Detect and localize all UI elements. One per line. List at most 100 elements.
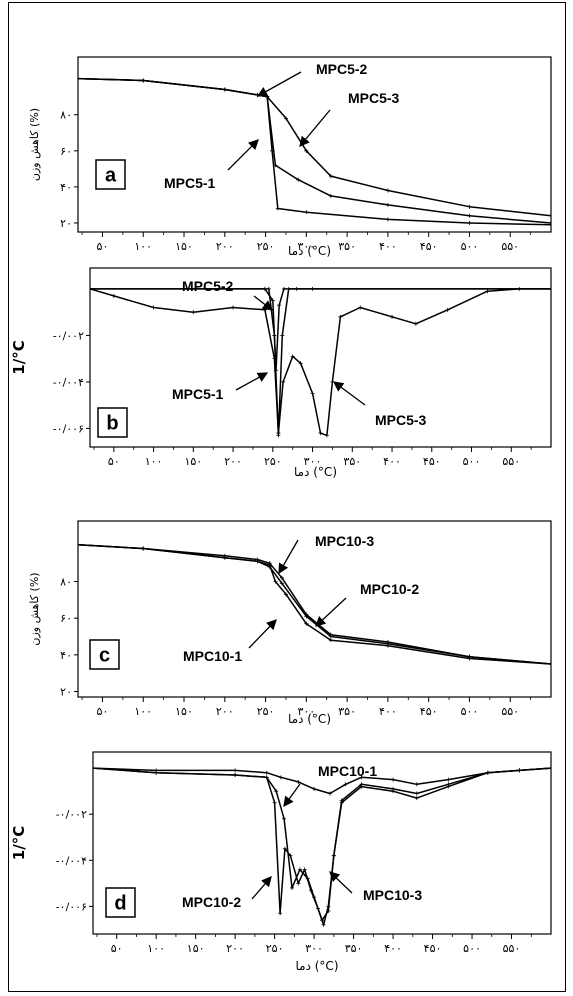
x-tick-label: ۱۰۰ <box>147 942 165 955</box>
series-point-MPC5-3 <box>467 204 472 209</box>
x-tick-label: ۴۵۰ <box>420 705 438 718</box>
series-point-MPC10-3 <box>304 612 309 617</box>
series-point-MPC10-3 <box>328 632 333 637</box>
series-point-MPC5-2 <box>385 202 390 207</box>
curve-label-MPC5-3: MPC5-3 <box>375 412 427 428</box>
panel-letter: b <box>106 413 118 435</box>
series-point-MPC10-2 <box>282 846 287 851</box>
series-point-MPC5-2 <box>273 163 278 168</box>
series-point-MPC10-3 <box>320 918 324 923</box>
curve-label-MPC5-1: MPC5-1 <box>164 175 216 191</box>
x-tick-label: ۵۰ <box>97 240 109 253</box>
series-point-MPC10-3 <box>326 908 331 913</box>
series-point-MPC10-1 <box>446 777 451 782</box>
x-tick-label: ۵۰۰ <box>461 240 479 253</box>
series-point-MPC5-1 <box>275 206 280 211</box>
x-tick-label: ۲۵۰ <box>257 705 275 718</box>
series-point-MPC5-3 <box>283 116 288 121</box>
x-tick-label: ۴۵۰ <box>423 455 441 468</box>
x-tick-label: ۴۵۰ <box>420 240 438 253</box>
series-point-MPC10-3 <box>391 786 396 791</box>
series-point-MPC10-3 <box>359 782 364 787</box>
curve-label-MPC10-1: MPC10-1 <box>318 763 377 779</box>
series-point-MPC5-3 <box>445 307 450 312</box>
series-point-MPC5-1 <box>281 286 286 291</box>
series-point-MPC10-2 <box>279 581 284 586</box>
annotation-arrow <box>248 619 277 649</box>
panel-letter-box <box>105 887 136 918</box>
y-axis-label: کاهش وزن (%) <box>28 108 41 181</box>
series-point-MPC5-2 <box>286 286 291 291</box>
x-tick-label: ۴۵۰ <box>424 942 442 955</box>
series-point-MPC10-1 <box>304 621 309 626</box>
series-point-MPC5-3 <box>358 305 363 310</box>
curve-label-MPC10-3: MPC10-3 <box>315 533 374 549</box>
series-line-MPC5-2 <box>78 77 551 224</box>
x-tick-label: ۵۵۰ <box>503 942 521 955</box>
series-point-MPC10-3 <box>222 553 227 558</box>
series-point-MPC5-3 <box>290 354 295 359</box>
series-point-MPC5-1 <box>385 217 390 222</box>
x-axis-label: دما (°C) <box>288 712 331 726</box>
annotation-arrow <box>227 139 259 171</box>
x-tick-label: ۵۰۰ <box>463 455 481 468</box>
series-point-MPC5-3 <box>413 321 418 326</box>
y-tick-label: ۶۰ <box>60 612 72 625</box>
series-point-MPC5-3 <box>281 379 286 384</box>
series-point-MPC10-3 <box>446 782 451 787</box>
x-tick-label: ۵۰۰ <box>463 942 481 955</box>
annotation-arrow <box>315 597 347 627</box>
series-point-MPC5-3 <box>385 188 390 193</box>
x-axis-label: دما (°C) <box>294 465 337 479</box>
x-tick-label: ۴۰۰ <box>383 455 401 468</box>
series-point-MPC5-3 <box>141 78 146 83</box>
x-tick-label: ۲۰۰ <box>216 240 234 253</box>
series-point-MPC5-3 <box>111 293 116 298</box>
annotation-arrow <box>283 783 301 808</box>
curve-label-MPC5-2: MPC5-2 <box>316 61 368 77</box>
x-tick-label: ۵۰ <box>108 455 120 468</box>
curve-label-MPC10-2: MPC10-2 <box>182 894 241 910</box>
series-point-MPC10-3 <box>467 654 472 659</box>
series-line-MPC10-2 <box>78 544 551 665</box>
series-point-MPC5-3 <box>222 87 227 92</box>
series-point-MPC5-2 <box>296 177 301 182</box>
x-tick-label: ۱۰۰ <box>134 240 152 253</box>
x-tick-label: ۲۵۰ <box>257 240 275 253</box>
series-point-MPC5-3 <box>310 391 315 396</box>
y-tick-label: -۰/۰۰۴ <box>56 854 87 867</box>
y-axis-label: 1/°C <box>10 340 28 374</box>
chart-panel-d: ۵۰ ۱۰۰ ۱۵۰ ۲۰۰ ۲۵۰ ۳۰۰ ۳۵۰ ۴۰۰ ۴۵۰ ۵۰۰ ۵۵۰ -۰/۰۰۲ -۰… <box>10 751 552 973</box>
series-point-MPC5-2 <box>310 286 315 291</box>
series-point-MPC5-1 <box>277 303 282 308</box>
series-point-MPC10-3 <box>267 561 272 566</box>
series-point-MPC5-3 <box>485 289 490 294</box>
y-tick-label: -۰/۰۰۲ <box>53 329 84 342</box>
x-axis-label: دما (°C) <box>296 959 339 973</box>
x-tick-label: ۲۵۰ <box>264 455 282 468</box>
series-point-MPC10-1 <box>233 768 238 773</box>
y-tick-label: ۴۰ <box>60 649 72 662</box>
series-point-MPC10-2 <box>302 867 307 872</box>
annotation-arrow <box>251 876 272 900</box>
series-point-MPC5-2 <box>272 333 277 338</box>
series-point-MPC5-3 <box>272 356 277 361</box>
series-point-MPC10-1 <box>273 579 278 584</box>
panel-letter-box <box>89 639 120 670</box>
series-point-MPC5-3 <box>191 310 196 315</box>
y-tick-label: -۰/۰۰۶ <box>56 900 87 913</box>
annotation-arrow <box>329 871 353 894</box>
series-point-MPC10-3 <box>385 640 390 644</box>
x-tick-label: ۱۵۰ <box>175 705 193 718</box>
x-tick-label: ۳۰۰ <box>297 705 315 718</box>
series-point-MPC10-3 <box>282 816 287 821</box>
x-tick-label: ۵۵۰ <box>502 455 520 468</box>
x-axis-label: دما (°C) <box>288 244 331 258</box>
curve-label-MPC5-2: MPC5-2 <box>182 278 234 294</box>
x-tick-label: ۴۰۰ <box>384 942 402 955</box>
series-point-MPC10-1 <box>327 791 332 796</box>
chart-panel-c: ۵۰ ۱۰۰ ۱۵۰ ۲۰۰ ۲۵۰ ۳۰۰ ۳۵۰ ۴۰۰ ۴۵۰ ۵۰۰ ۵۵۰ ۲۰ ۴۰ ۶۰ ۸۰… <box>28 520 552 726</box>
y-tick-label: -۰/۰۰۴ <box>53 376 84 389</box>
series-point-MPC5-3 <box>151 305 156 310</box>
chart-panel-a: ۵۰ ۱۰۰ ۱۵۰ ۲۰۰ ۲۵۰ ۳۰۰ ۳۵۰ ۴۰۰ ۴۵۰ ۵۰۰ ۵۵۰ ۲۰ ۴۰ ۶۰ ۸۰… <box>28 56 552 258</box>
